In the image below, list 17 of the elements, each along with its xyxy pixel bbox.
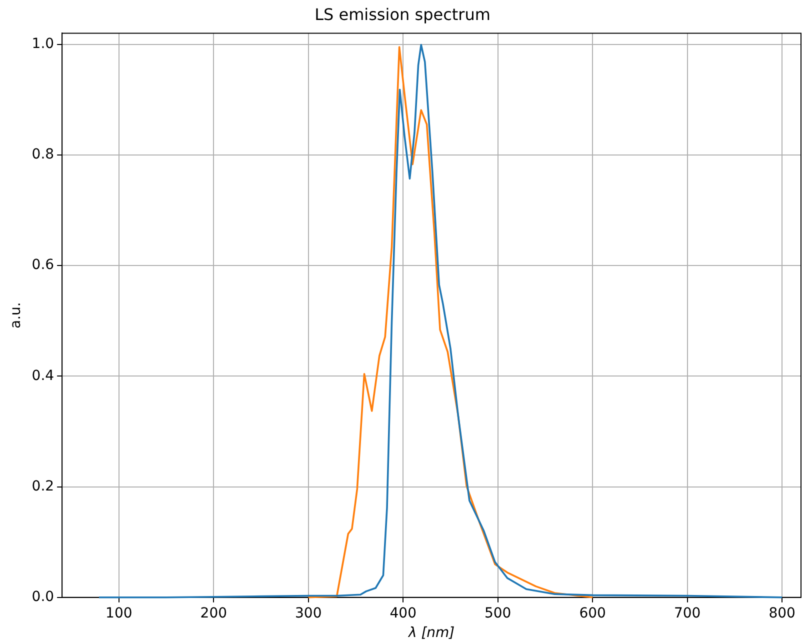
y-axis-title: a.u. [8,302,24,328]
y-tick-label: 0.2 [32,478,54,494]
y-tick-label: 1.0 [32,36,54,52]
x-tick-label: 800 [768,605,796,622]
x-tick-label: 300 [295,605,322,622]
y-tick-label: 0.6 [32,257,54,274]
x-tick-label: 600 [579,605,606,622]
x-tick-label: 200 [200,605,228,622]
x-tick-label: 400 [390,605,416,622]
x-axis-title: λ [nm] [407,625,455,642]
y-tick-label: 0.4 [32,368,54,384]
y-tick-label: 0.0 [32,589,54,606]
y-tick-label: 0.8 [32,146,54,163]
x-tick-label: 100 [106,605,132,622]
x-tick-label: 700 [674,605,701,622]
x-tick-label: 500 [484,605,512,622]
chart-title: LS emission spectrum [314,4,490,24]
